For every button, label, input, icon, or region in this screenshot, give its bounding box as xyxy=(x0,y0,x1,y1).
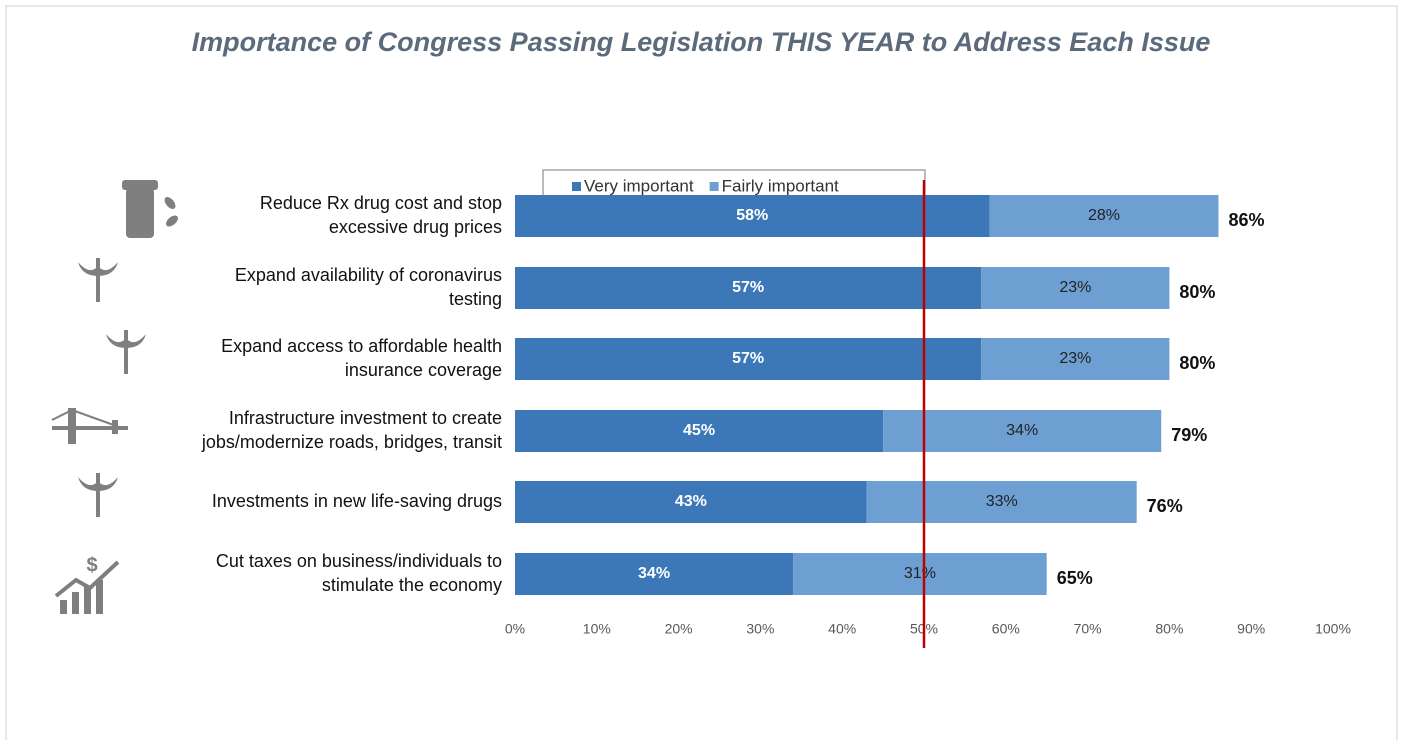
bar-segment xyxy=(981,338,1170,380)
category-label: insurance coverage xyxy=(345,360,502,380)
x-tick-label: 0% xyxy=(505,621,525,637)
category-label: testing xyxy=(449,289,502,309)
bar-segment xyxy=(515,195,990,237)
bar-segment xyxy=(883,410,1162,452)
x-tick-label: 70% xyxy=(1074,621,1102,637)
icon-growth: $ xyxy=(54,554,120,614)
bar-segment xyxy=(793,553,1047,595)
segment-label: 34% xyxy=(1006,422,1038,439)
bar-segment xyxy=(989,195,1219,237)
icon-pill-bottle xyxy=(126,188,154,238)
x-tick-label: 60% xyxy=(992,621,1020,637)
x-tick-label: 30% xyxy=(746,621,774,637)
segment-label: 28% xyxy=(1088,207,1120,224)
segment-label: 43% xyxy=(675,493,707,510)
category-label: Expand availability of coronavirus xyxy=(235,265,502,285)
x-tick-label: 100% xyxy=(1315,621,1351,637)
category-label: Reduce Rx drug cost and stop xyxy=(260,193,502,213)
icon-caduceus xyxy=(106,330,146,374)
bar-segment xyxy=(515,481,867,523)
segment-label: 34% xyxy=(638,565,670,582)
icon-caduceus xyxy=(78,258,118,302)
bar-segment xyxy=(515,553,794,595)
category-label: jobs/modernize roads, bridges, transit xyxy=(201,432,502,452)
bar-segment xyxy=(515,410,884,452)
total-label: 80% xyxy=(1179,353,1215,373)
category-label: Expand access to affordable health xyxy=(221,336,502,356)
segment-label: 45% xyxy=(683,422,715,439)
icon-pill xyxy=(166,215,178,227)
segment-label: 57% xyxy=(732,279,764,296)
category-label: stimulate the economy xyxy=(322,575,502,595)
segment-label: 33% xyxy=(986,493,1018,510)
segment-label: 31% xyxy=(904,565,936,582)
chart-title: Importance of Congress Passing Legislati… xyxy=(192,27,1211,57)
x-tick-label: 20% xyxy=(665,621,693,637)
total-label: 76% xyxy=(1147,496,1183,516)
category-label: Infrastructure investment to create xyxy=(229,408,502,428)
x-tick-label: 90% xyxy=(1237,621,1265,637)
total-label: 65% xyxy=(1057,568,1093,588)
x-tick-label: 40% xyxy=(828,621,856,637)
total-label: 86% xyxy=(1228,210,1264,230)
legend-label: Very important xyxy=(584,176,694,195)
legend-label: Fairly important xyxy=(722,176,839,195)
segment-label: 23% xyxy=(1059,279,1091,296)
x-tick-label: 80% xyxy=(1155,621,1183,637)
x-tick-label: 10% xyxy=(583,621,611,637)
legend-swatch xyxy=(709,182,719,191)
segment-label: 57% xyxy=(732,350,764,367)
category-label: excessive drug prices xyxy=(329,217,502,237)
icon-caduceus xyxy=(78,473,118,517)
icon-pill xyxy=(164,197,176,209)
bar-segment xyxy=(981,267,1170,309)
total-label: 79% xyxy=(1171,425,1207,445)
bar-segment xyxy=(515,338,982,380)
legend-swatch xyxy=(572,182,581,191)
icon-cap xyxy=(122,180,158,190)
total-label: 80% xyxy=(1179,282,1215,302)
segment-label: 23% xyxy=(1059,350,1091,367)
category-label: Investments in new life-saving drugs xyxy=(212,491,502,511)
category-label: Cut taxes on business/individuals to xyxy=(216,551,502,571)
icon-bridge xyxy=(51,408,128,444)
bar-segment xyxy=(515,267,982,309)
icons: $ xyxy=(51,180,178,614)
segment-label: 58% xyxy=(736,207,768,224)
svg-text:$: $ xyxy=(86,554,97,576)
bar-segment xyxy=(866,481,1137,523)
